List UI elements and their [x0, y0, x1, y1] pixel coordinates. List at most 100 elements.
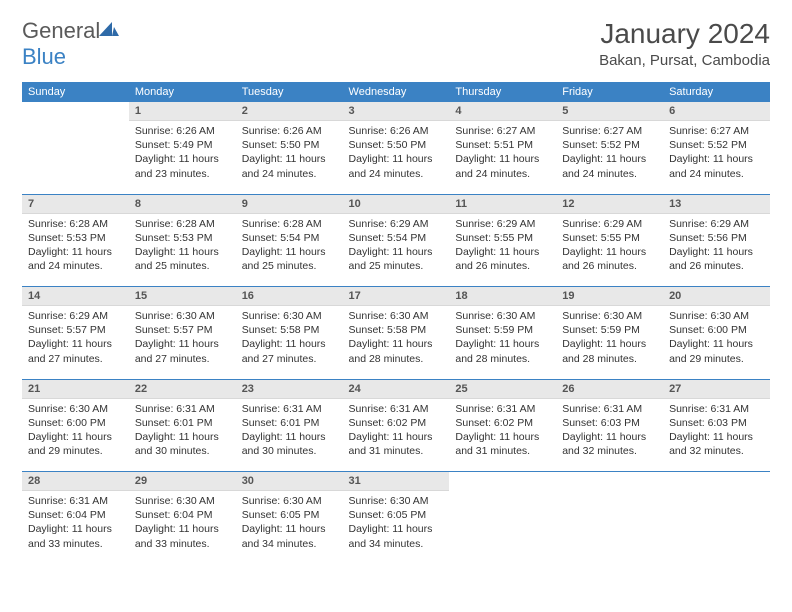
- day-number: 15: [129, 287, 236, 306]
- day-body: Sunrise: 6:30 AMSunset: 5:58 PMDaylight:…: [343, 306, 450, 372]
- day-number: 12: [556, 195, 663, 214]
- day-cell: 17Sunrise: 6:30 AMSunset: 5:58 PMDayligh…: [343, 287, 450, 379]
- sunset-line: Sunset: 5:56 PM: [669, 231, 764, 245]
- day-cell: 28Sunrise: 6:31 AMSunset: 6:04 PMDayligh…: [22, 472, 129, 564]
- sunset-line: Sunset: 5:54 PM: [242, 231, 337, 245]
- sunrise-line: Sunrise: 6:30 AM: [135, 494, 230, 508]
- daylight-line: Daylight: 11 hours and 24 minutes.: [562, 152, 657, 180]
- weekday-header: Wednesday: [343, 82, 450, 102]
- day-cell: 11Sunrise: 6:29 AMSunset: 5:55 PMDayligh…: [449, 195, 556, 287]
- sunset-line: Sunset: 5:52 PM: [669, 138, 764, 152]
- sunset-line: Sunset: 5:57 PM: [135, 323, 230, 337]
- sunrise-line: Sunrise: 6:28 AM: [135, 217, 230, 231]
- daylight-line: Daylight: 11 hours and 27 minutes.: [28, 337, 123, 365]
- daylight-line: Daylight: 11 hours and 25 minutes.: [242, 245, 337, 273]
- day-number: 28: [22, 472, 129, 491]
- sunrise-line: Sunrise: 6:27 AM: [455, 124, 550, 138]
- sunset-line: Sunset: 5:52 PM: [562, 138, 657, 152]
- day-cell: 14Sunrise: 6:29 AMSunset: 5:57 PMDayligh…: [22, 287, 129, 379]
- day-body: Sunrise: 6:29 AMSunset: 5:55 PMDaylight:…: [556, 214, 663, 280]
- day-number: 19: [556, 287, 663, 306]
- day-number: 20: [663, 287, 770, 306]
- day-cell: 1Sunrise: 6:26 AMSunset: 5:49 PMDaylight…: [129, 102, 236, 194]
- daylight-line: Daylight: 11 hours and 30 minutes.: [242, 430, 337, 458]
- sunset-line: Sunset: 5:53 PM: [28, 231, 123, 245]
- day-cell: 5Sunrise: 6:27 AMSunset: 5:52 PMDaylight…: [556, 102, 663, 194]
- sunrise-line: Sunrise: 6:29 AM: [349, 217, 444, 231]
- sunset-line: Sunset: 5:55 PM: [455, 231, 550, 245]
- daylight-line: Daylight: 11 hours and 34 minutes.: [349, 522, 444, 550]
- sunset-line: Sunset: 5:55 PM: [562, 231, 657, 245]
- day-cell: 24Sunrise: 6:31 AMSunset: 6:02 PMDayligh…: [343, 380, 450, 472]
- month-title: January 2024: [599, 18, 770, 50]
- daylight-line: Daylight: 11 hours and 33 minutes.: [28, 522, 123, 550]
- day-number: 17: [343, 287, 450, 306]
- day-number: 29: [129, 472, 236, 491]
- daylight-line: Daylight: 11 hours and 25 minutes.: [135, 245, 230, 273]
- calendar-table: Sunday Monday Tuesday Wednesday Thursday…: [22, 82, 770, 564]
- day-body: Sunrise: 6:26 AMSunset: 5:50 PMDaylight:…: [236, 121, 343, 187]
- sunset-line: Sunset: 5:50 PM: [242, 138, 337, 152]
- day-cell: 30Sunrise: 6:30 AMSunset: 6:05 PMDayligh…: [236, 472, 343, 564]
- day-number: 3: [343, 102, 450, 121]
- day-body: Sunrise: 6:29 AMSunset: 5:56 PMDaylight:…: [663, 214, 770, 280]
- sunset-line: Sunset: 6:01 PM: [242, 416, 337, 430]
- day-body: Sunrise: 6:30 AMSunset: 5:59 PMDaylight:…: [449, 306, 556, 372]
- day-body: Sunrise: 6:27 AMSunset: 5:52 PMDaylight:…: [663, 121, 770, 187]
- sunset-line: Sunset: 6:03 PM: [669, 416, 764, 430]
- sunrise-line: Sunrise: 6:26 AM: [349, 124, 444, 138]
- day-number: 31: [343, 472, 450, 491]
- day-number: 10: [343, 195, 450, 214]
- day-cell: 12Sunrise: 6:29 AMSunset: 5:55 PMDayligh…: [556, 195, 663, 287]
- sunset-line: Sunset: 6:00 PM: [28, 416, 123, 430]
- day-number: 14: [22, 287, 129, 306]
- sunrise-line: Sunrise: 6:30 AM: [242, 494, 337, 508]
- daylight-line: Daylight: 11 hours and 26 minutes.: [562, 245, 657, 273]
- daylight-line: Daylight: 11 hours and 24 minutes.: [669, 152, 764, 180]
- day-number: 1: [129, 102, 236, 121]
- sunset-line: Sunset: 5:59 PM: [562, 323, 657, 337]
- sunrise-line: Sunrise: 6:29 AM: [669, 217, 764, 231]
- daylight-line: Daylight: 11 hours and 24 minutes.: [242, 152, 337, 180]
- day-cell: 13Sunrise: 6:29 AMSunset: 5:56 PMDayligh…: [663, 195, 770, 287]
- day-body: Sunrise: 6:31 AMSunset: 6:02 PMDaylight:…: [343, 399, 450, 465]
- day-cell: 8 Sunrise: 6:28 AMSunset: 5:53 PMDaylight…: [129, 195, 236, 287]
- day-number: 5: [556, 102, 663, 121]
- daylight-line: Daylight: 11 hours and 25 minutes.: [349, 245, 444, 273]
- day-cell: 2Sunrise: 6:26 AMSunset: 5:50 PMDaylight…: [236, 102, 343, 194]
- day-body: Sunrise: 6:30 AMSunset: 6:05 PMDaylight:…: [236, 491, 343, 557]
- weekday-header: Friday: [556, 82, 663, 102]
- sunrise-line: Sunrise: 6:31 AM: [28, 494, 123, 508]
- sunset-line: Sunset: 6:01 PM: [135, 416, 230, 430]
- day-number: 22: [129, 380, 236, 399]
- header: GeneralBlue January 2024 Bakan, Pursat, …: [22, 18, 770, 70]
- sunrise-line: Sunrise: 6:30 AM: [349, 494, 444, 508]
- day-body: Sunrise: 6:30 AMSunset: 5:59 PMDaylight:…: [556, 306, 663, 372]
- sunset-line: Sunset: 5:53 PM: [135, 231, 230, 245]
- day-body: Sunrise: 6:31 AMSunset: 6:04 PMDaylight:…: [22, 491, 129, 557]
- daylight-line: Daylight: 11 hours and 24 minutes.: [349, 152, 444, 180]
- sunset-line: Sunset: 6:02 PM: [349, 416, 444, 430]
- day-number: 8: [129, 195, 236, 214]
- day-body: Sunrise: 6:30 AMSunset: 6:05 PMDaylight:…: [343, 491, 450, 557]
- sunset-line: Sunset: 6:04 PM: [135, 508, 230, 522]
- day-cell: 19Sunrise: 6:30 AMSunset: 5:59 PMDayligh…: [556, 287, 663, 379]
- day-cell: [663, 472, 770, 564]
- day-cell: 23Sunrise: 6:31 AMSunset: 6:01 PMDayligh…: [236, 380, 343, 472]
- week-row: 21Sunrise: 6:30 AMSunset: 6:00 PMDayligh…: [22, 380, 770, 472]
- week-row: 14Sunrise: 6:29 AMSunset: 5:57 PMDayligh…: [22, 287, 770, 379]
- sunset-line: Sunset: 6:00 PM: [669, 323, 764, 337]
- day-cell: 3 Sunrise: 6:26 AMSunset: 5:50 PMDaylight…: [343, 102, 450, 194]
- location-text: Bakan, Pursat, Cambodia: [599, 52, 770, 69]
- day-body: Sunrise: 6:30 AMSunset: 6:00 PMDaylight:…: [663, 306, 770, 372]
- daylight-line: Daylight: 11 hours and 28 minutes.: [349, 337, 444, 365]
- sunset-line: Sunset: 5:59 PM: [455, 323, 550, 337]
- day-number: 2: [236, 102, 343, 121]
- day-number: 7: [22, 195, 129, 214]
- day-number: 18: [449, 287, 556, 306]
- logo-general: General: [22, 18, 100, 43]
- day-body: Sunrise: 6:31 AMSunset: 6:02 PMDaylight:…: [449, 399, 556, 465]
- sunrise-line: Sunrise: 6:29 AM: [455, 217, 550, 231]
- weekday-header-row: Sunday Monday Tuesday Wednesday Thursday…: [22, 82, 770, 102]
- sunset-line: Sunset: 5:50 PM: [349, 138, 444, 152]
